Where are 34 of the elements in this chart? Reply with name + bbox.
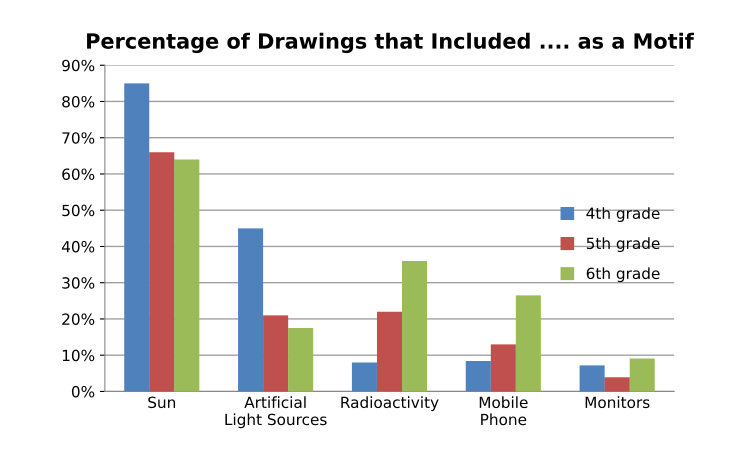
bar xyxy=(263,315,288,392)
bar xyxy=(604,377,630,392)
chart-title: Percentage of Drawings that Included .... as a Motif xyxy=(87,32,694,54)
bar xyxy=(174,159,200,392)
x-tick-label: Monitors xyxy=(586,396,650,408)
bar xyxy=(402,260,428,392)
y-tick-label: 0% xyxy=(72,386,94,398)
x-tick-label: Radioactivity xyxy=(341,396,439,412)
bar xyxy=(238,228,264,392)
y-tick-label: 10% xyxy=(62,350,94,362)
y-tick-label: 40% xyxy=(62,240,94,252)
bar xyxy=(516,295,541,392)
y-tick-label: 60% xyxy=(62,168,94,180)
bar xyxy=(466,360,491,392)
y-tick-label: 20% xyxy=(62,313,94,325)
bar xyxy=(352,362,377,392)
bar xyxy=(376,312,402,392)
legend-label: 5th grade xyxy=(586,237,660,252)
x-tick-label: Sun xyxy=(148,396,176,408)
bar xyxy=(630,358,655,392)
y-tick-label: 90% xyxy=(62,60,94,72)
bar xyxy=(580,365,605,392)
x-tick-label: Mobile Phone xyxy=(480,396,528,426)
bar xyxy=(149,152,174,392)
x-tick-label: Artificial Light Sources xyxy=(225,396,327,428)
legend-label: 4th grade xyxy=(586,207,660,222)
y-tick-label: 70% xyxy=(62,132,94,144)
bar xyxy=(490,344,516,392)
bar xyxy=(124,83,150,392)
y-tick-label: 50% xyxy=(62,204,94,216)
y-tick-label: 30% xyxy=(62,277,94,289)
y-tick-label: 80% xyxy=(62,96,94,108)
legend-label: 6th grade xyxy=(586,267,660,282)
bar xyxy=(288,328,314,392)
